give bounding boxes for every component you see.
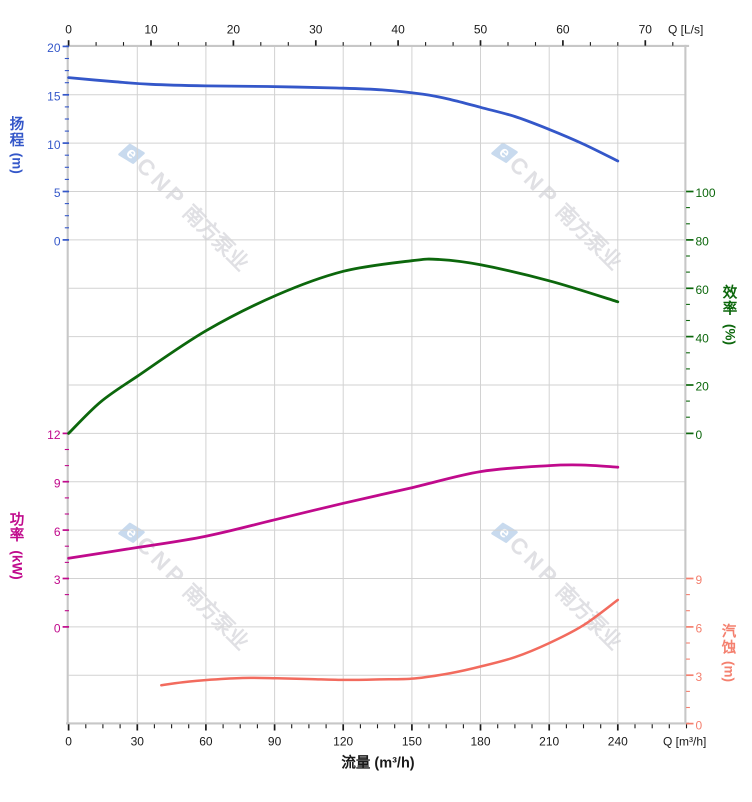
svg-text:50: 50 — [474, 23, 488, 37]
svg-text:(kW): (kW) — [10, 550, 25, 579]
svg-text:60: 60 — [696, 283, 710, 297]
svg-text:100: 100 — [696, 186, 716, 200]
svg-text:60: 60 — [556, 23, 570, 37]
svg-text:240: 240 — [608, 735, 628, 749]
svg-text:120: 120 — [333, 735, 353, 749]
svg-text:40: 40 — [391, 23, 405, 37]
svg-text:0: 0 — [54, 622, 61, 636]
svg-text:20: 20 — [696, 380, 710, 394]
svg-text:3: 3 — [54, 573, 61, 587]
svg-text:90: 90 — [268, 735, 282, 749]
svg-text:Q [m³/h]: Q [m³/h] — [663, 735, 706, 749]
svg-text:率: 率 — [723, 300, 738, 318]
svg-text:蚀: 蚀 — [721, 639, 737, 657]
svg-text:9: 9 — [54, 476, 61, 490]
svg-text:150: 150 — [402, 735, 422, 749]
svg-text:20: 20 — [47, 41, 61, 55]
svg-text:10: 10 — [144, 23, 158, 37]
svg-text:程: 程 — [10, 132, 25, 149]
svg-text:0: 0 — [54, 235, 61, 249]
svg-text:0: 0 — [65, 735, 72, 749]
svg-text:Q [L/s]: Q [L/s] — [668, 23, 703, 37]
svg-text:80: 80 — [696, 235, 710, 249]
svg-text:3: 3 — [696, 670, 703, 684]
svg-text:流量 (m³/h): 流量 (m³/h) — [341, 754, 414, 772]
svg-text:30: 30 — [131, 735, 145, 749]
svg-text:6: 6 — [54, 525, 61, 539]
svg-text:率: 率 — [10, 526, 25, 544]
svg-text:0: 0 — [696, 428, 703, 442]
svg-text:功: 功 — [10, 512, 25, 529]
svg-text:(%): (%) — [723, 324, 738, 345]
svg-text:6: 6 — [696, 622, 703, 636]
svg-text:15: 15 — [47, 90, 61, 104]
svg-text:5: 5 — [54, 186, 61, 200]
svg-text:210: 210 — [539, 735, 559, 749]
svg-text:汽: 汽 — [722, 623, 737, 641]
svg-text:9: 9 — [696, 573, 703, 587]
svg-text:(m): (m) — [10, 153, 25, 174]
svg-text:60: 60 — [199, 735, 213, 749]
svg-text:20: 20 — [227, 23, 241, 37]
svg-text:70: 70 — [639, 23, 653, 37]
svg-text:效: 效 — [723, 284, 738, 302]
svg-text:(m): (m) — [722, 661, 737, 682]
svg-text:0: 0 — [65, 23, 72, 37]
svg-text:12: 12 — [47, 428, 61, 442]
svg-text:扬: 扬 — [10, 115, 25, 133]
svg-text:0: 0 — [696, 718, 703, 732]
svg-text:10: 10 — [47, 138, 61, 152]
svg-text:40: 40 — [696, 331, 710, 345]
svg-text:30: 30 — [309, 23, 323, 37]
svg-text:180: 180 — [470, 735, 490, 749]
